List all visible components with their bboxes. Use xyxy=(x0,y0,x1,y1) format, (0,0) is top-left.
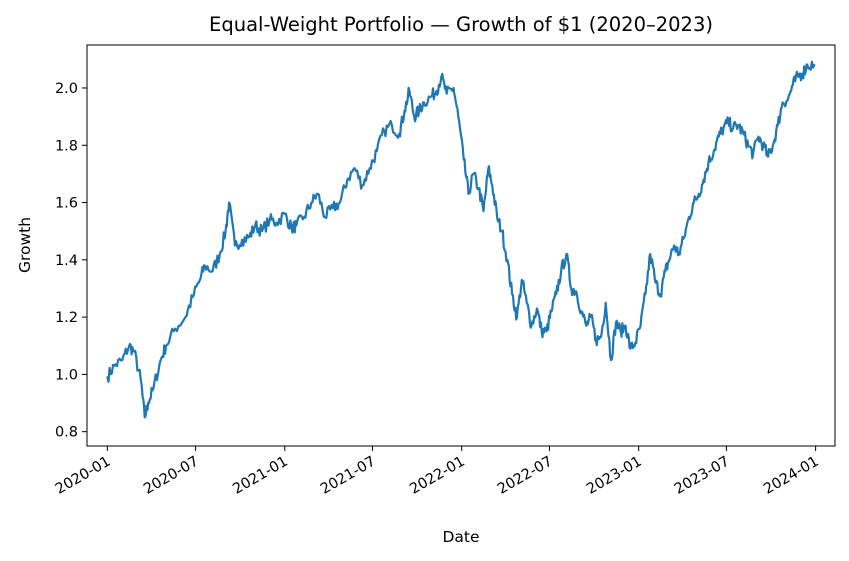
y-tick-label: 1.4 xyxy=(55,253,78,269)
x-axis-label: Date xyxy=(442,528,479,546)
plot-area xyxy=(86,44,836,447)
y-axis-label: Growth xyxy=(16,217,34,273)
series-layer xyxy=(106,60,816,419)
y-tick-label: 0.8 xyxy=(55,425,78,441)
y-tick-label: 1.2 xyxy=(55,310,78,326)
series-line-0 xyxy=(106,60,816,419)
chart-title: Equal-Weight Portfolio — Growth of $1 (2… xyxy=(209,13,713,36)
y-axis: 0.8 1.0 1.2 1.4 1.6 1.8 2.0 xyxy=(55,81,87,441)
y-tick-label: 1.6 xyxy=(55,196,78,212)
y-tick-label: 1.8 xyxy=(55,138,78,154)
y-tick-label: 2.0 xyxy=(55,81,78,97)
axes-frame xyxy=(86,44,836,447)
y-tick-label: 1.0 xyxy=(55,367,78,383)
